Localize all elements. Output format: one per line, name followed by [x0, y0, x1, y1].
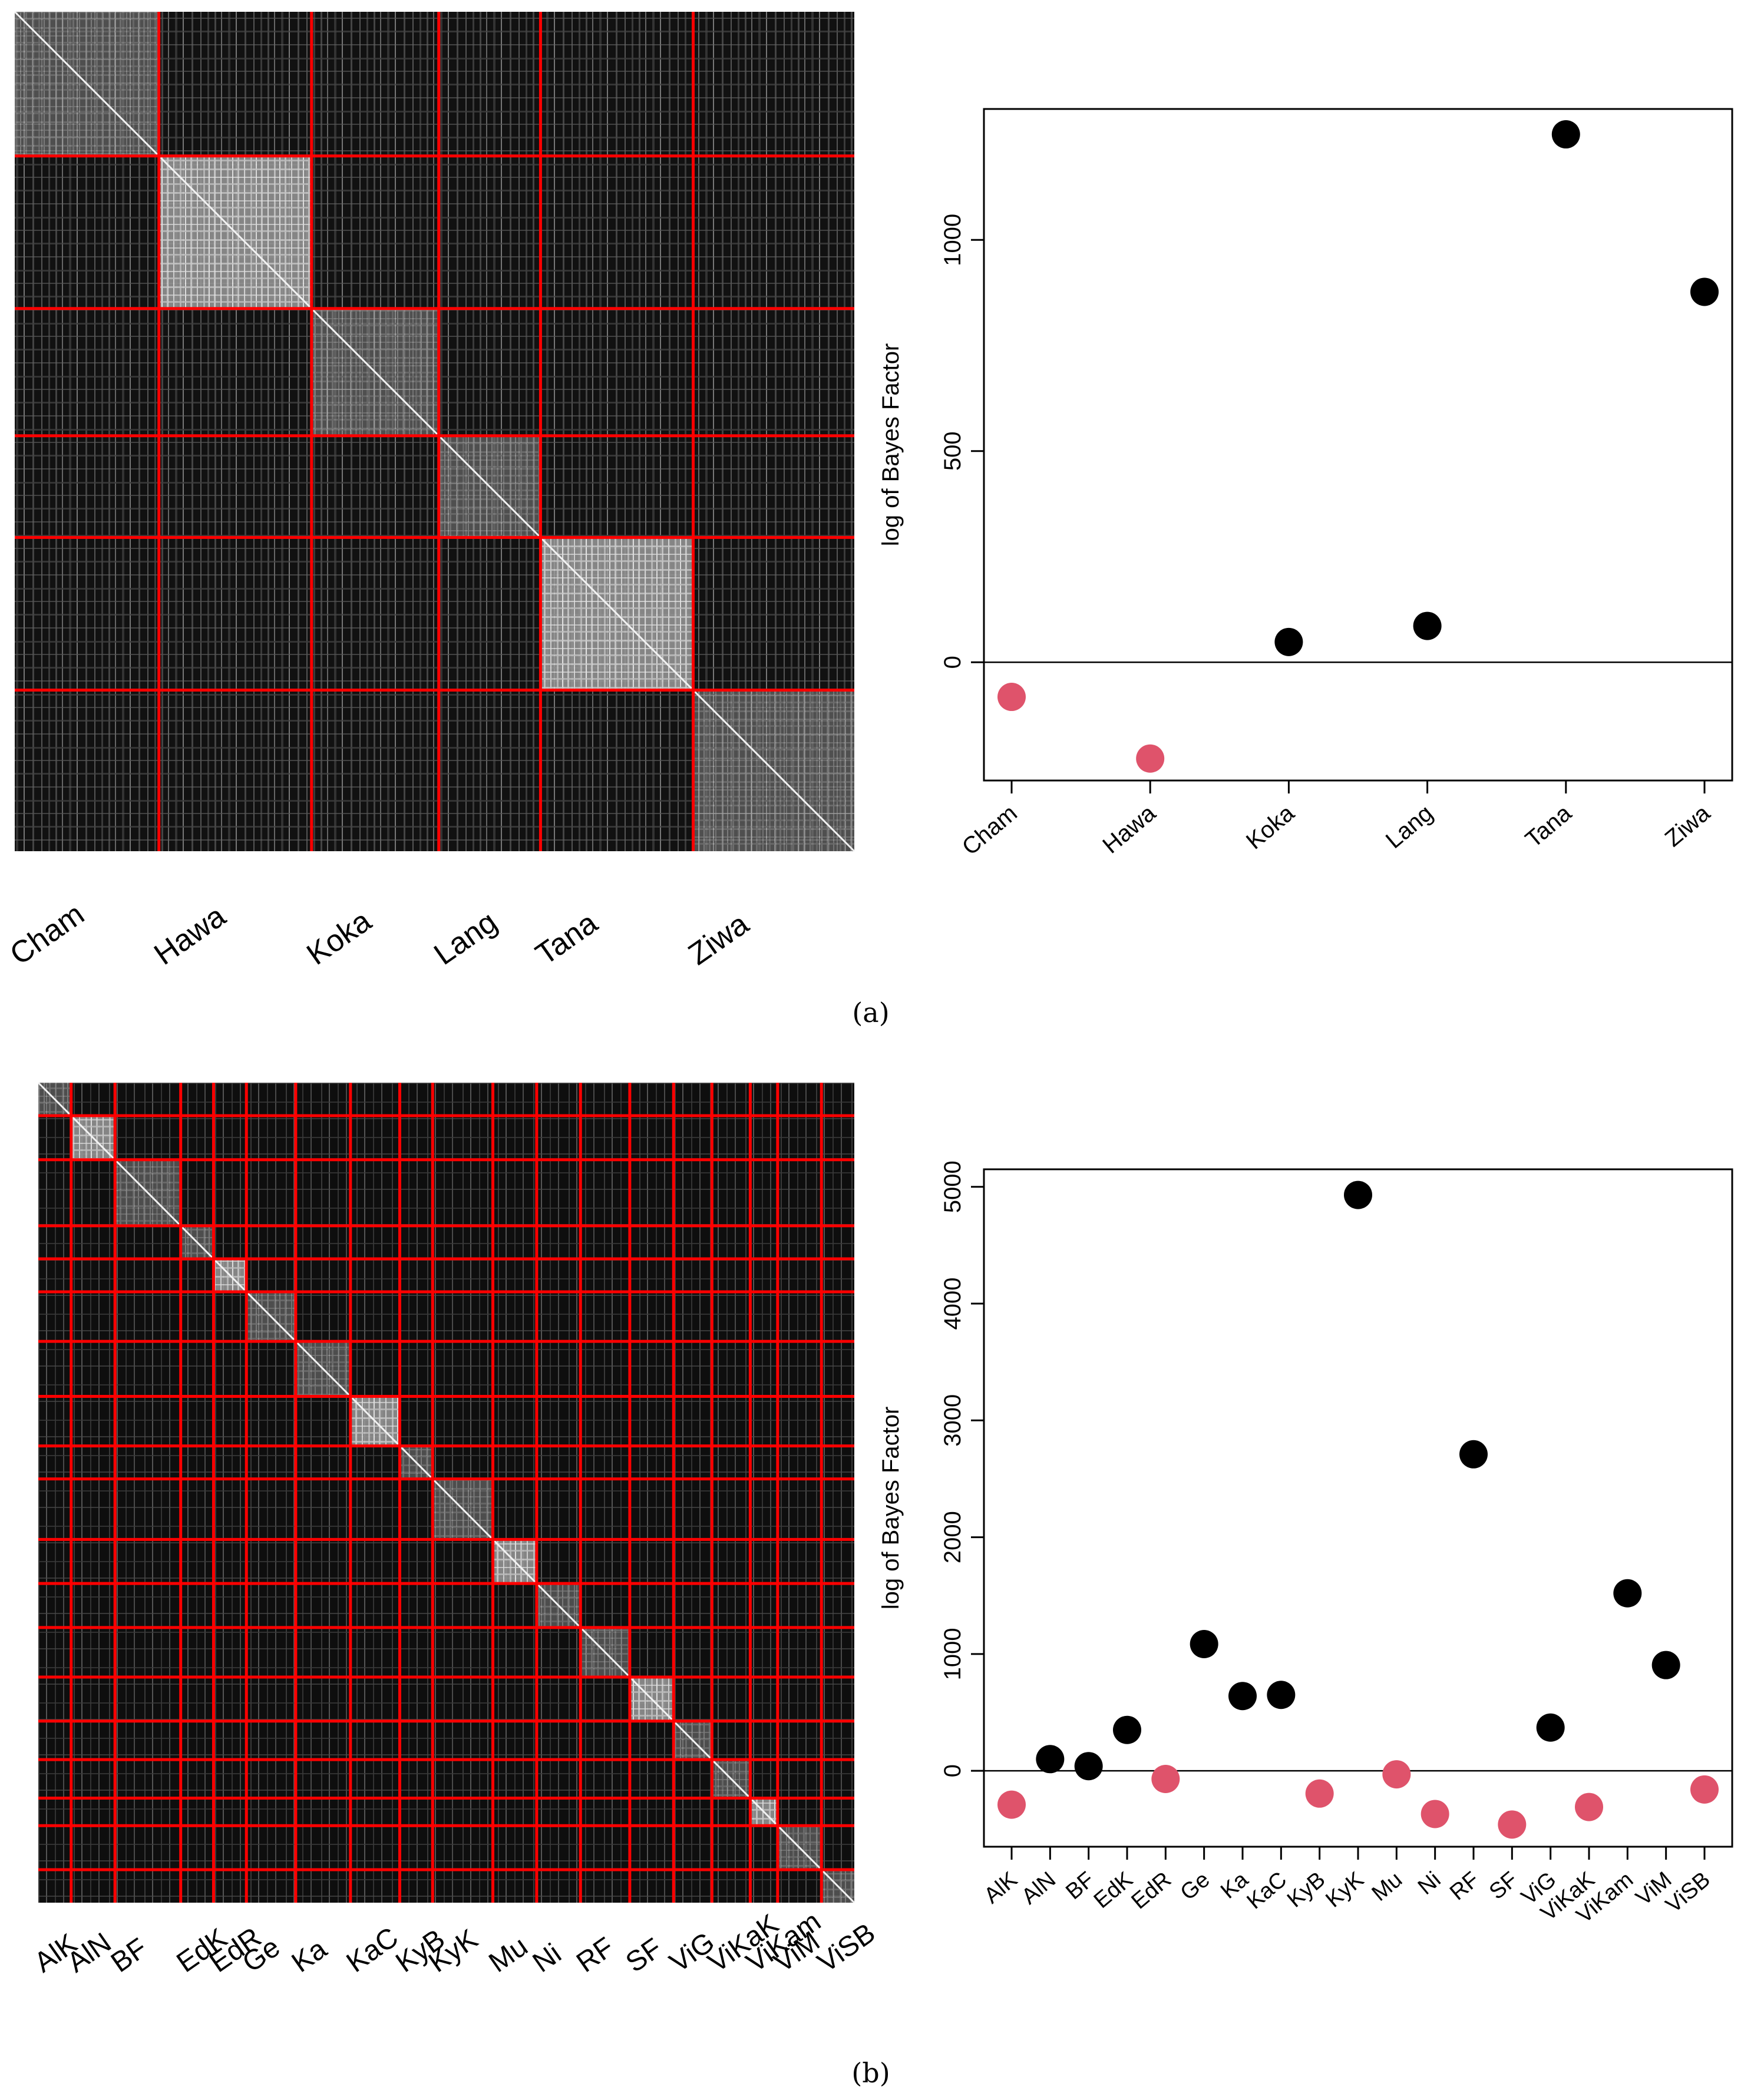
x-tick-label-a: Hawa — [1098, 800, 1161, 859]
y-tick-label-a: 500 — [940, 431, 966, 471]
x-tick-label-b: AlN — [1017, 1867, 1061, 1910]
heatmap-b-group-label: Ka — [286, 1933, 333, 1979]
heatmap-a-group-label: Hawa — [148, 899, 232, 972]
data-point-b — [1344, 1180, 1372, 1209]
x-tick-label-a: Koka — [1241, 800, 1300, 855]
x-tick-label-a: Ziwa — [1660, 800, 1716, 852]
data-point-b — [1575, 1793, 1603, 1821]
heatmap-a: Cham Hawa Koka Lang Tana Ziwa — [4, 11, 855, 972]
x-tick-label-b: KaC — [1242, 1867, 1291, 1914]
x-tick-label-b: EdK — [1089, 1867, 1138, 1913]
plot-frame-a — [983, 108, 1733, 782]
x-tick-label-b: ViSB — [1661, 1867, 1715, 1918]
panel-label-a: (a) — [852, 997, 889, 1029]
y-tick-label-a: 1000 — [940, 214, 966, 266]
y-tick-label-a: 0 — [940, 656, 966, 669]
x-tick-label-b: RF — [1445, 1867, 1484, 1906]
x-tick-label-b: Ge — [1176, 1867, 1215, 1906]
x-tick-label-b: KyK — [1321, 1867, 1368, 1913]
data-point-b — [1382, 1760, 1411, 1789]
y-tick-label-b: 1000 — [940, 1628, 966, 1680]
data-point-b — [1036, 1745, 1065, 1774]
scatter-a: 0 500 1000 Cham Hawa Koka Lang Tana Ziwa log of… — [878, 108, 1733, 860]
data-point-a — [1551, 120, 1580, 149]
data-point-b — [1459, 1440, 1488, 1469]
data-point-a — [997, 683, 1026, 712]
y-tick-label-b: 5000 — [940, 1160, 966, 1213]
x-tick-label-a: Cham — [957, 800, 1022, 860]
data-point-a — [1690, 277, 1719, 306]
heatmap-b-group-label: SF — [620, 1932, 668, 1979]
x-tick-label-a: Lang — [1381, 800, 1438, 854]
heatmap-a-group-label: Koka — [300, 904, 377, 972]
plot-frame-b — [983, 1168, 1733, 1848]
x-tick-label-a: Tana — [1521, 800, 1577, 853]
y-axis-label-b: log of Bayes Factor — [878, 1407, 904, 1610]
y-axis-label-a: log of Bayes Factor — [878, 343, 904, 547]
data-point-b — [997, 1790, 1026, 1819]
heatmap-a-diagonal — [14, 11, 855, 852]
data-point-a — [1136, 744, 1165, 773]
data-point-b — [1305, 1779, 1334, 1808]
data-point-b — [1074, 1752, 1103, 1781]
x-tick-label-b: KyB — [1283, 1867, 1330, 1913]
data-point-a — [1413, 611, 1442, 640]
x-tick-label-b: Mu — [1367, 1867, 1407, 1906]
panel-label-b: (b) — [851, 2057, 890, 2089]
data-point-b — [1267, 1681, 1296, 1709]
data-point-b — [1536, 1713, 1565, 1742]
y-tick-label-b: 4000 — [940, 1278, 966, 1330]
heatmap-a-group-label: Tana — [530, 906, 604, 972]
data-point-b — [1690, 1775, 1719, 1804]
y-tick-label-b: 2000 — [940, 1511, 966, 1563]
x-tick-label-b: Ni — [1413, 1867, 1445, 1900]
x-tick-label-b: EdR — [1127, 1867, 1176, 1914]
panel-a: Cham Hawa Koka Lang Tana Ziwa 0 500 1000 Cham Ha… — [4, 11, 1733, 1029]
heatmap-b-diagonal — [37, 1082, 855, 1904]
data-point-b — [1190, 1629, 1218, 1658]
heatmap-b-group-label: Ni — [527, 1938, 567, 1979]
heatmap-b-group-label: RF — [571, 1932, 620, 1979]
data-point-b — [1651, 1651, 1680, 1679]
data-point-b — [1421, 1800, 1449, 1828]
heatmap-b-group-label: BF — [105, 1932, 153, 1979]
data-point-b — [1498, 1810, 1527, 1839]
data-point-b — [1228, 1682, 1257, 1711]
y-tick-label-b: 0 — [940, 1764, 966, 1777]
x-tick-label-b: AlK — [979, 1867, 1022, 1909]
x-tick-label-b: SF — [1485, 1867, 1522, 1904]
heatmap-a-group-label: Ziwa — [682, 907, 755, 972]
heatmap-a-group-label: Lang — [428, 905, 503, 972]
heatmap-a-group-label: Cham — [4, 897, 91, 972]
data-point-b — [1613, 1579, 1642, 1608]
y-tick-label-b: 3000 — [940, 1394, 966, 1447]
heatmap-b-group-label: Mu — [483, 1930, 533, 1979]
data-point-b — [1151, 1765, 1180, 1793]
data-point-b — [1113, 1715, 1141, 1744]
data-point-a — [1274, 627, 1303, 656]
